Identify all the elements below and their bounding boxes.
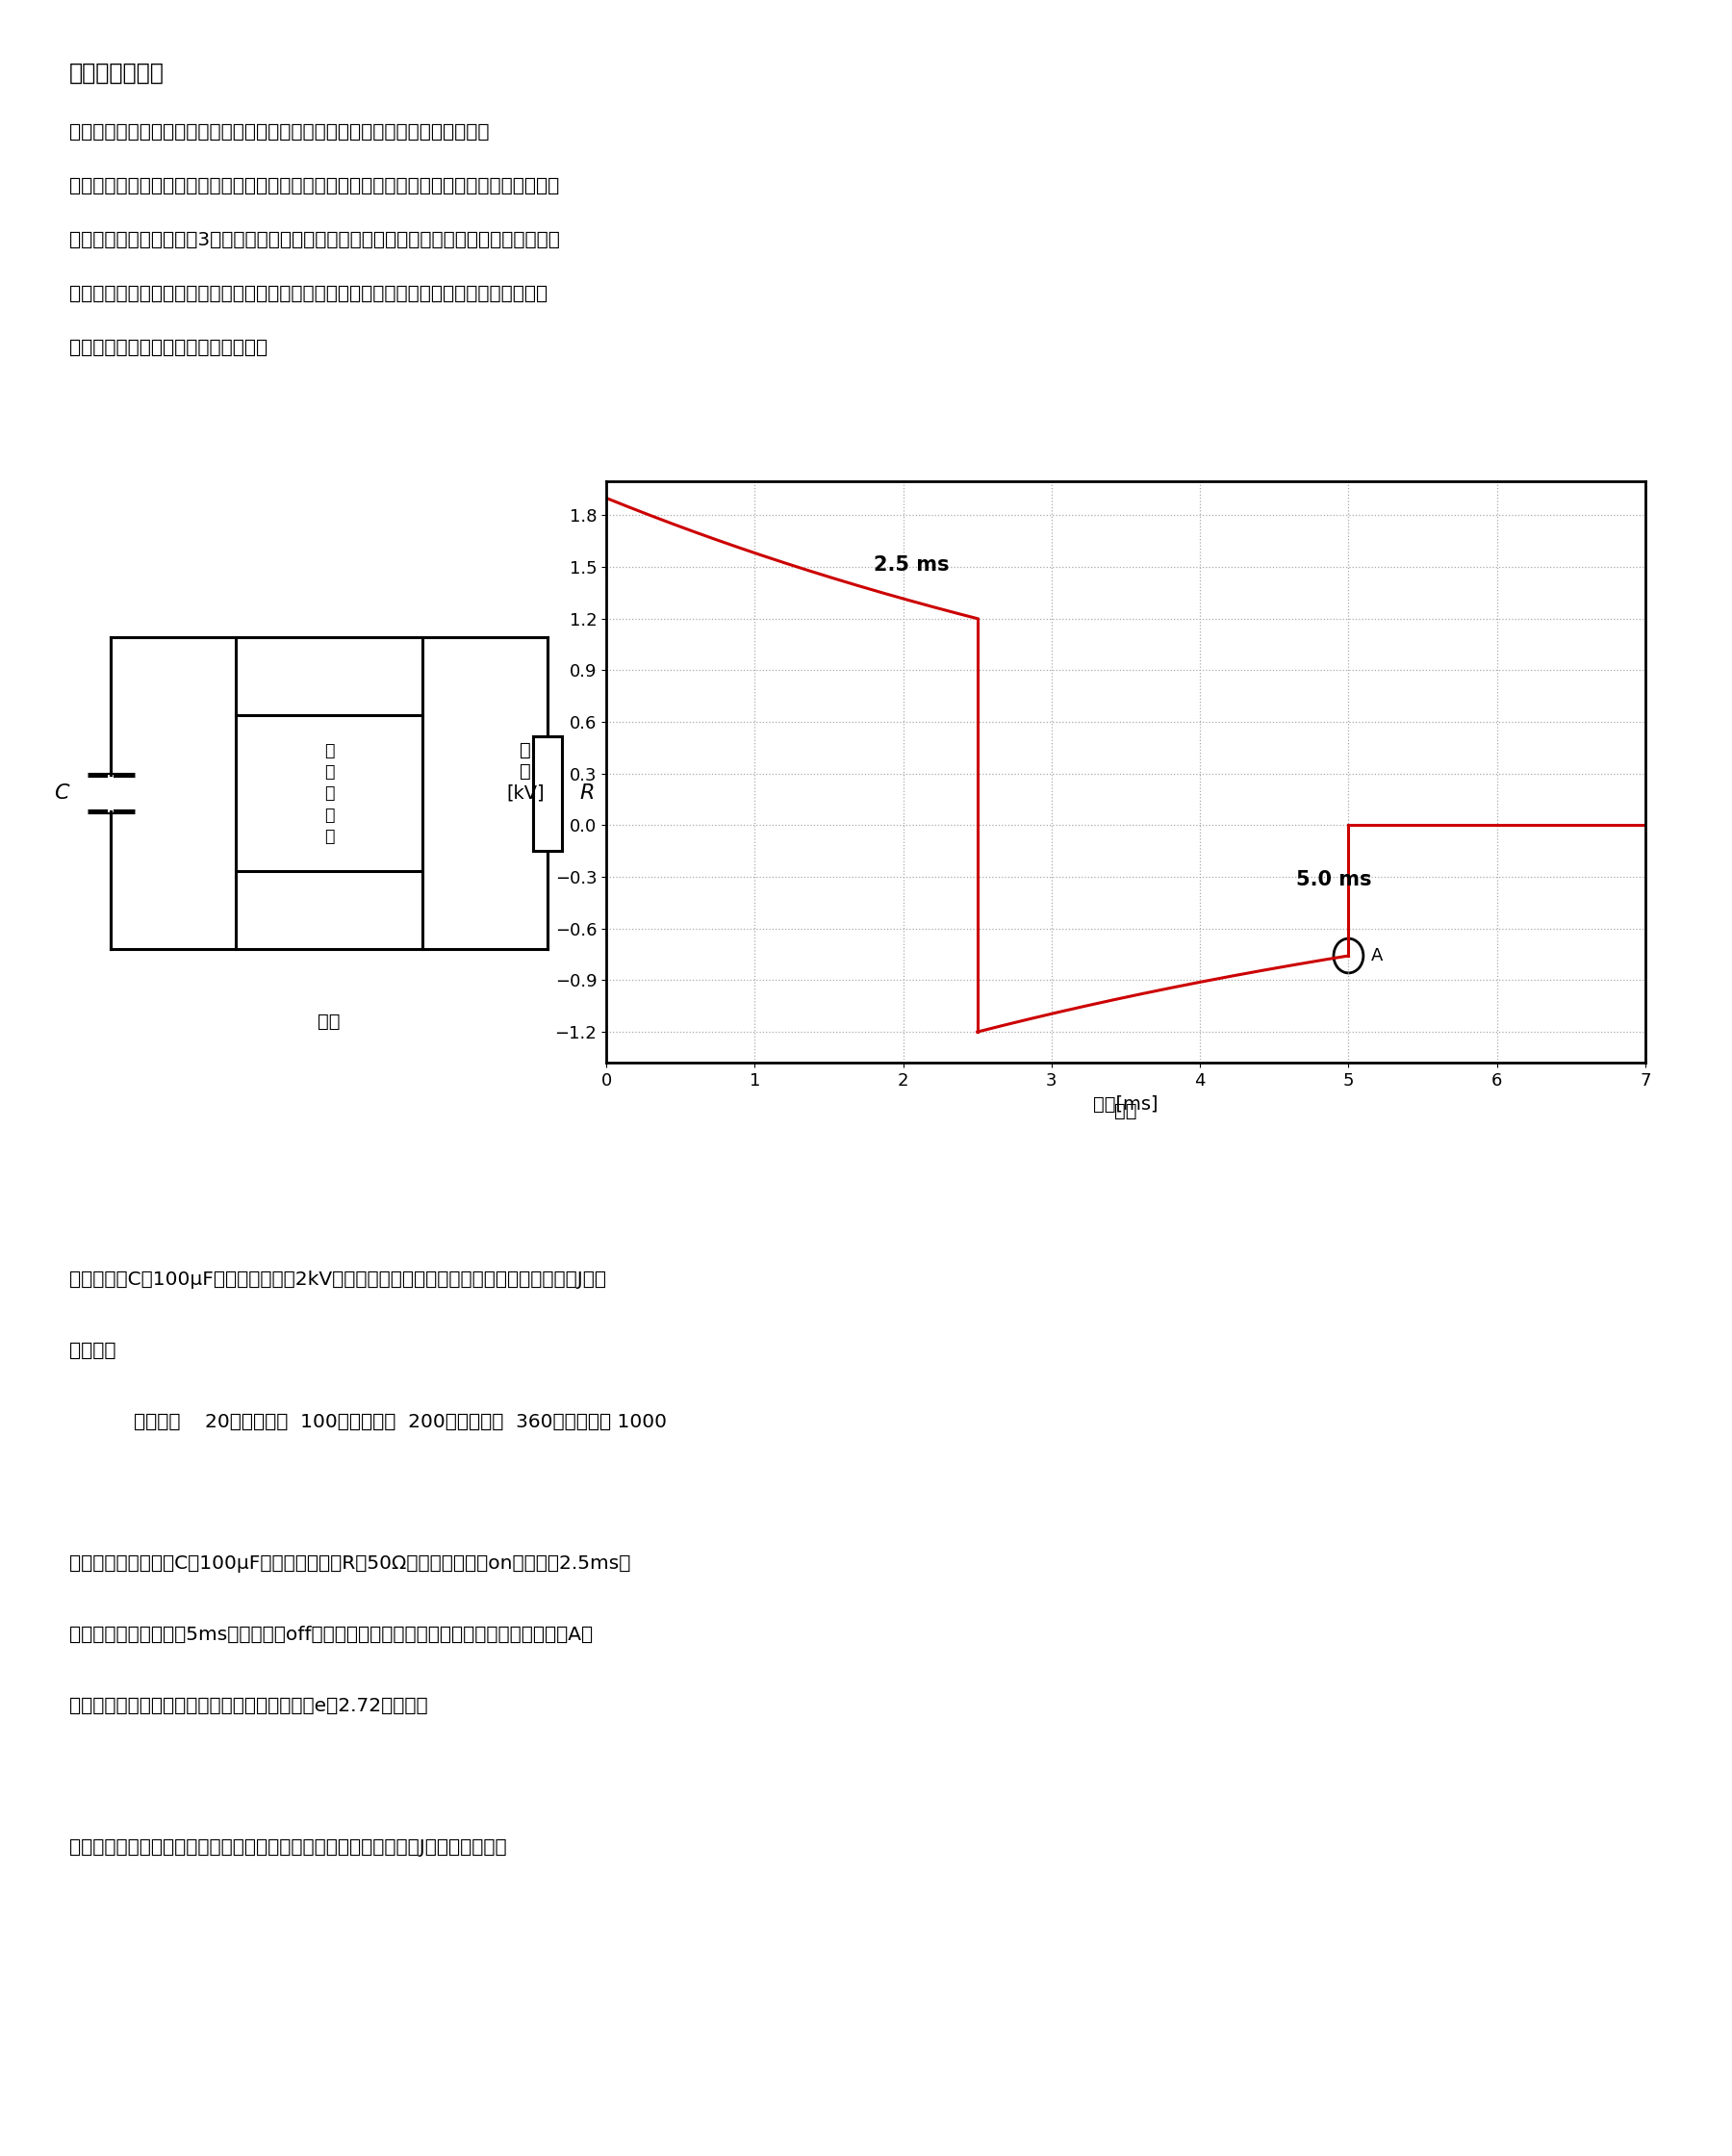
- Text: 極
性
切
替
器: 極 性 切 替 器: [324, 742, 334, 845]
- Text: 5.0 ms: 5.0 ms: [1297, 871, 1372, 890]
- Text: 2.5 ms: 2.5 ms: [873, 554, 949, 573]
- Text: ［３］　　図２の波形によって負荷抗抗に出力されたエネルギー［J］はいくらか。: ［３］ 図２の波形によって負荷抗抗に出力されたエネルギー［J］はいくらか。: [69, 1839, 507, 1856]
- Text: 【例題１】（基礎知識，応用知識，課題解決力の三段階で問う３題１組の問題）: 【例題１】（基礎知識，応用知識，課題解決力の三段階で問う３題１組の問題）: [69, 123, 488, 142]
- Text: ［１］　　C＝100μFのコンデンサに2kVの電圧がかかっているときの静電エネルギー［J］は: ［１］ C＝100μFのコンデンサに2kVの電圧がかかっているときの静電エネルギ…: [69, 1270, 606, 1289]
- X-axis label: 時間[ms]: 時間[ms]: [1093, 1095, 1159, 1112]
- Text: どれか。: どれか。: [69, 1341, 116, 1360]
- Text: C: C: [54, 785, 69, 802]
- Text: チを介して放電する機構を示す。図２は，オシロスコープで観測された負荷抗抗Ｂの両端の: チを介して放電する機構を示す。図２は，オシロスコープで観測された負荷抗抗Ｂの両端…: [69, 285, 547, 302]
- Text: 波形である。　以下の問いに答えよ。: 波形である。 以下の問いに答えよ。: [69, 338, 268, 356]
- Text: 二相性除細動器の出力波形から出力エネルギーを計算したい。　図１は二相性除細動器の基: 二相性除細動器の出力波形から出力エネルギーを計算したい。 図１は二相性除細動器の…: [69, 177, 559, 196]
- Text: ［２］　　図１で，C＝100μFのコンデンサにR＝50Ωを接続し回路をonにし，〃2.5ms後: ［２］ 図１で，C＝100μFのコンデンサにR＝50Ωを接続し回路をonにし，〃…: [69, 1554, 630, 1572]
- Text: 《参考１》例題: 《参考１》例題: [69, 63, 165, 84]
- Bar: [533, 735, 561, 852]
- Text: に極性を切り換え，〃5ms後に回路をoffにしたところ，　図２のような波形が得られた。A点: に極性を切り換え，〃5ms後に回路をoffにしたところ， 図２のような波形が得ら…: [69, 1626, 592, 1643]
- Text: の電圧はいくらか。　ただし，自然対数の底をe＝2.72とする。: の電圧はいくらか。 ただし，自然対数の底をe＝2.72とする。: [69, 1697, 428, 1714]
- Text: 本構造で，コンデンサＤ3に充電した電荷を，負荷抗抗Ｂ（体の抗抗）に極性切り替えスイッ: 本構造で，コンデンサＤ3に充電した電荷を，負荷抗抗Ｂ（体の抗抗）に極性切り替えス…: [69, 231, 559, 248]
- Bar: [533, 735, 561, 852]
- Text: 図２: 図２: [1114, 1102, 1138, 1121]
- Bar: [236, 716, 423, 871]
- Y-axis label: 電
圧
[kV]: 電 圧 [kV]: [506, 742, 544, 802]
- Text: １）    20　　　２）  100　　　３）  200　　　４）  360　　　５） 1000: １） 20 ２） 100 ３） 200 ４） 360 ５） 1000: [133, 1412, 667, 1432]
- Text: 図１: 図１: [317, 1013, 341, 1031]
- Text: A: A: [1370, 946, 1382, 964]
- Text: R: R: [580, 785, 594, 802]
